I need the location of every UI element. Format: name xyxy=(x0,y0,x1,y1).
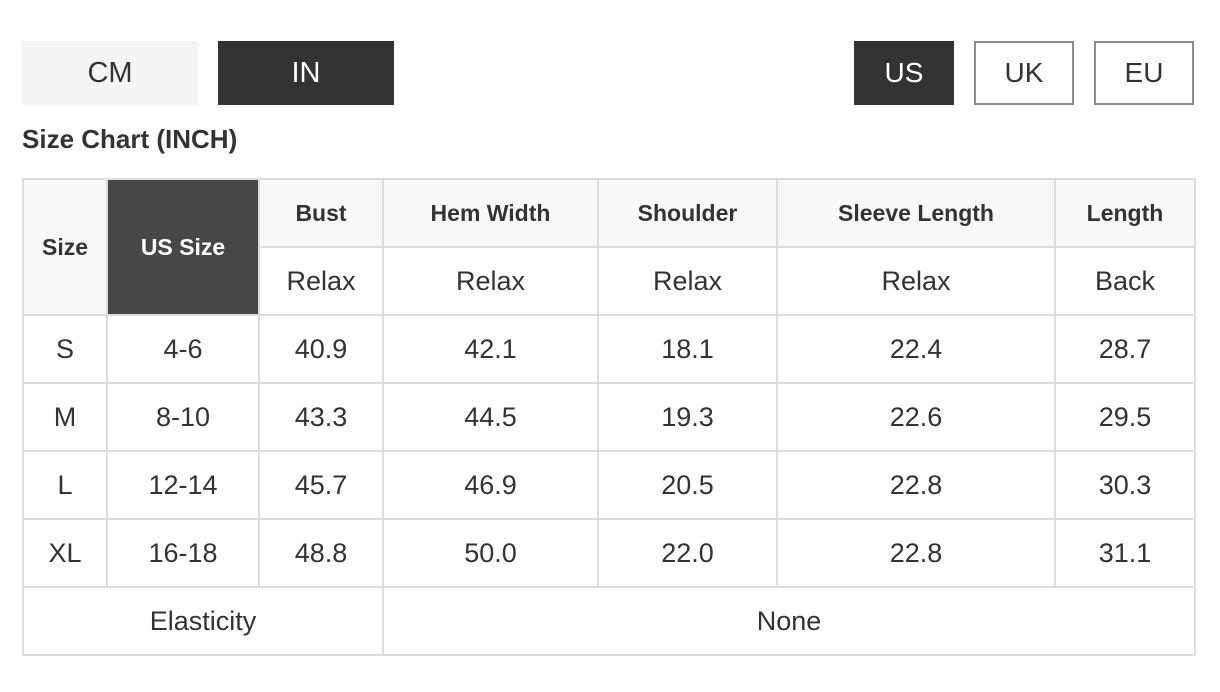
table-cell: 8-10 xyxy=(106,382,260,452)
table-cell: 18.1 xyxy=(597,314,778,384)
table-cell: 48.8 xyxy=(258,518,384,588)
subheader-sleeve-length: Relax xyxy=(776,246,1056,316)
table-cell: 45.7 xyxy=(258,450,384,520)
size-chart-title: Size Chart (INCH) xyxy=(22,124,238,154)
table-cell: 12-14 xyxy=(106,450,260,520)
table-header-row: Size US Size Bust Hem Width Shoulder Sle… xyxy=(22,178,1196,316)
header-length: Length xyxy=(1054,178,1196,248)
table-cell: M xyxy=(22,382,108,452)
region-eu-button[interactable]: EU xyxy=(1094,41,1194,105)
table-cell: 42.1 xyxy=(382,314,599,384)
table-subheader-row: Relax Relax Relax Relax Back xyxy=(23,246,1196,316)
table-cell: 22.8 xyxy=(776,518,1056,588)
unit-in-button[interactable]: IN xyxy=(218,41,394,105)
region-uk-button[interactable]: UK xyxy=(974,41,1074,105)
table-cell: 40.9 xyxy=(258,314,384,384)
subheader-length: Back xyxy=(1054,246,1196,316)
header-us-size: US Size xyxy=(106,178,260,316)
table-cell: 19.3 xyxy=(597,382,778,452)
table-cell: S xyxy=(22,314,108,384)
table-row: XL 16-18 48.8 50.0 22.0 22.8 31.1 xyxy=(22,518,1196,588)
elasticity-label: Elasticity xyxy=(22,586,384,656)
table-cell: 28.7 xyxy=(1054,314,1196,384)
table-footer-row: Elasticity None xyxy=(22,586,1196,656)
table-row: L 12-14 45.7 46.9 20.5 22.8 30.3 xyxy=(22,450,1196,520)
table-row: S 4-6 40.9 42.1 18.1 22.4 28.7 xyxy=(22,314,1196,384)
header-hem-width: Hem Width xyxy=(382,178,599,248)
table-cell: 4-6 xyxy=(106,314,260,384)
table-cell: XL xyxy=(22,518,108,588)
header-size: Size xyxy=(22,178,108,316)
region-us-button[interactable]: US xyxy=(854,41,954,105)
table-cell: 30.3 xyxy=(1054,450,1196,520)
table-cell: 46.9 xyxy=(382,450,599,520)
table-cell: 44.5 xyxy=(382,382,599,452)
subheader-shoulder: Relax xyxy=(597,246,778,316)
subheader-bust: Relax xyxy=(258,246,384,316)
header-bust: Bust xyxy=(258,178,384,248)
unit-cm-button[interactable]: CM xyxy=(22,41,198,105)
table-row: M 8-10 43.3 44.5 19.3 22.6 29.5 xyxy=(22,382,1196,452)
header-shoulder: Shoulder xyxy=(597,178,778,248)
size-chart-table: Size US Size Bust Hem Width Shoulder Sle… xyxy=(22,178,1196,656)
table-cell: 50.0 xyxy=(382,518,599,588)
table-cell: 20.5 xyxy=(597,450,778,520)
subheader-hem-width: Relax xyxy=(382,246,599,316)
table-cell: 22.8 xyxy=(776,450,1056,520)
table-cell: L xyxy=(22,450,108,520)
table-cell: 16-18 xyxy=(106,518,260,588)
table-cell: 22.0 xyxy=(597,518,778,588)
header-sleeve-length: Sleeve Length xyxy=(776,178,1056,248)
table-cell: 29.5 xyxy=(1054,382,1196,452)
table-cell: 22.6 xyxy=(776,382,1056,452)
table-cell: 43.3 xyxy=(258,382,384,452)
table-cell: 22.4 xyxy=(776,314,1056,384)
table-cell: 31.1 xyxy=(1054,518,1196,588)
elasticity-value: None xyxy=(382,586,1196,656)
